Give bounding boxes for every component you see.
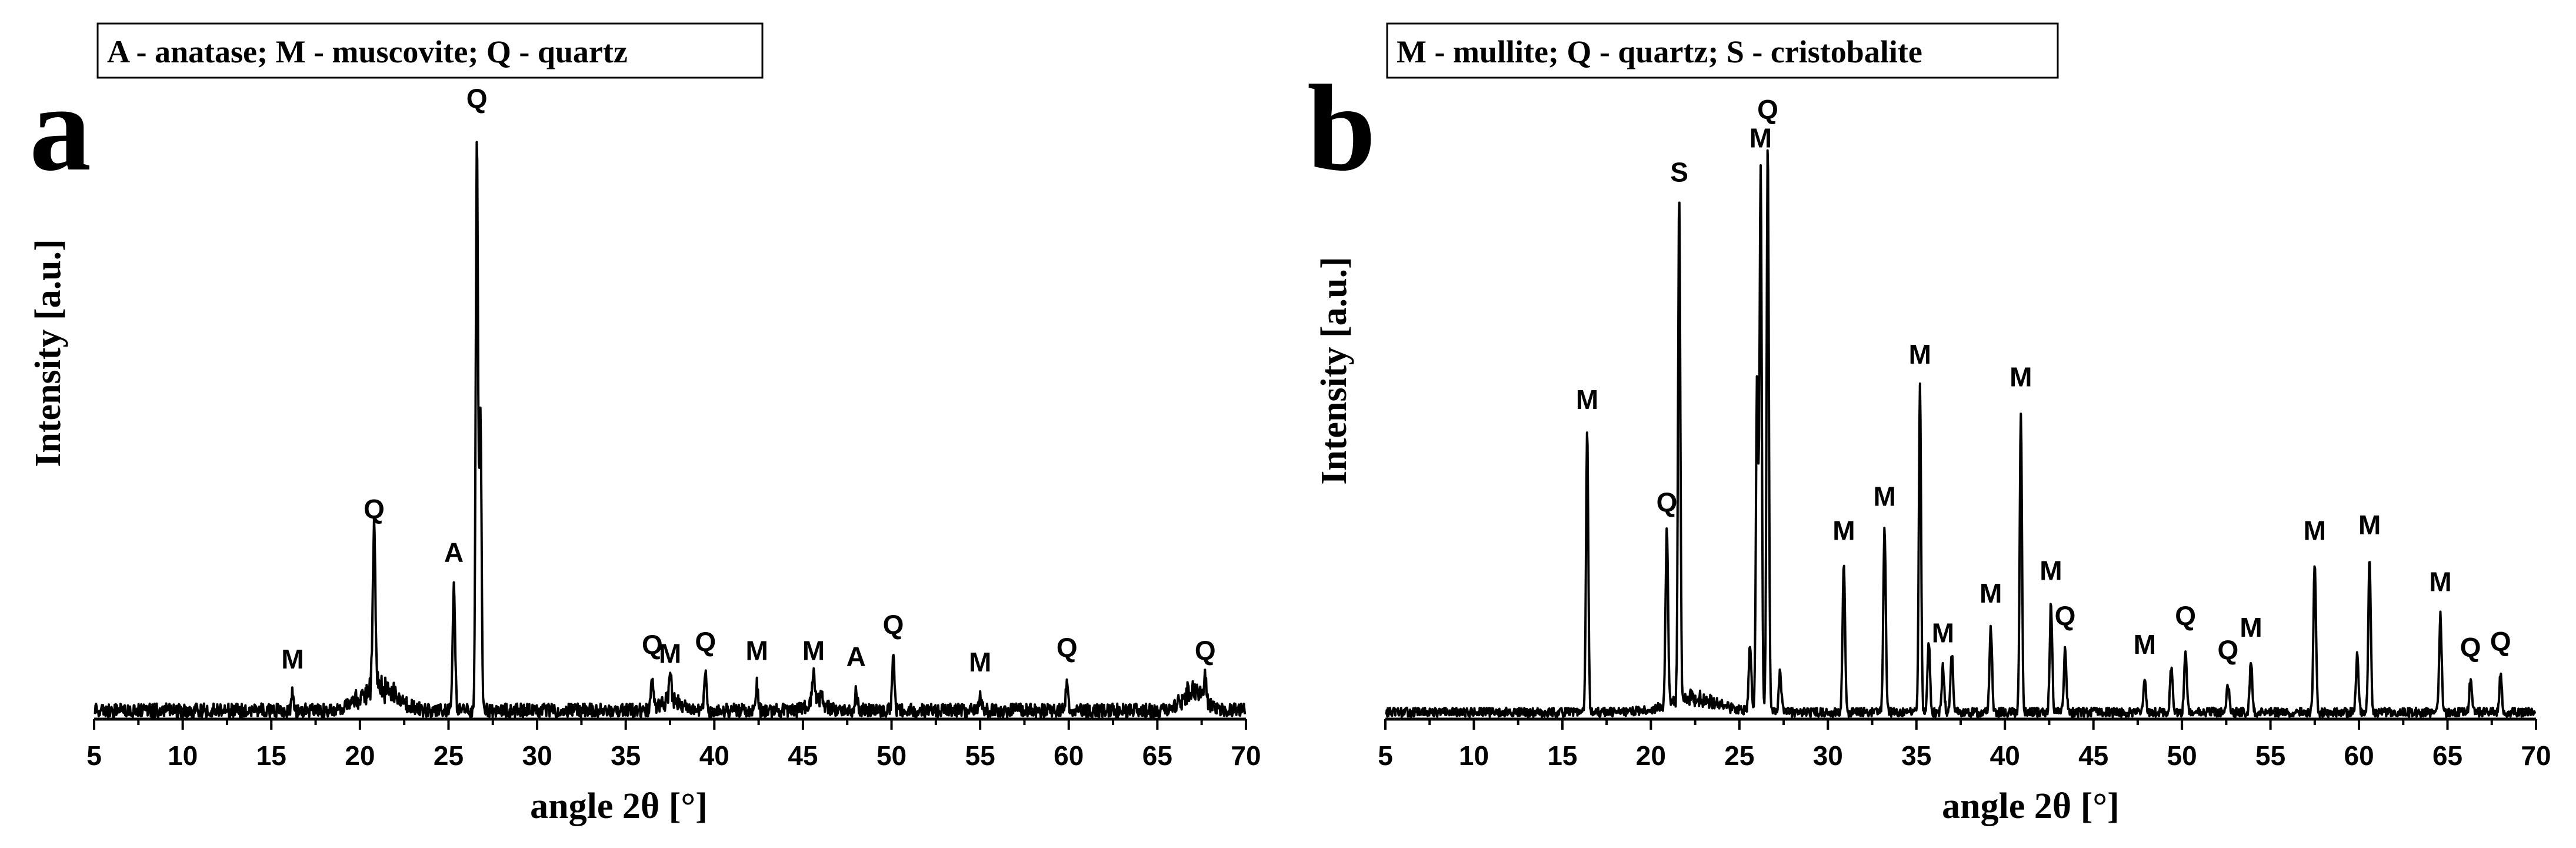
y-axis-title-a: Intensity [a.u.] (28, 239, 68, 467)
peak-label-b: S (1670, 157, 1688, 187)
x-tick-label-b: 25 (1724, 740, 1754, 771)
x-tick-label-a: 55 (965, 740, 995, 771)
peak-label-b: M (1576, 384, 1598, 415)
x-tick-label-b: 40 (1990, 740, 2020, 771)
peak-label-b: Q (1657, 487, 1678, 517)
peak-label-a: M (802, 635, 825, 666)
x-tick-label-b: 5 (1378, 740, 1393, 771)
peak-label-a: Q (1057, 633, 1078, 663)
peak-label-b: M (1932, 618, 1954, 649)
x-tick-label-a: 35 (611, 740, 641, 771)
x-tick-label-b: 30 (1813, 740, 1843, 771)
peak-label-b: M (1832, 516, 1855, 546)
x-tick-label-a: 15 (256, 740, 286, 771)
x-tick-label-a: 40 (699, 740, 729, 771)
peak-label-b: M (1873, 481, 1895, 512)
peak-label-a: M (281, 644, 304, 674)
diffraction-trace-b (1385, 149, 2537, 719)
panel-letter-a: a (29, 60, 91, 197)
panel-b: M - mullite; Q - quartz; S - cristobalit… (1307, 22, 2551, 826)
panel-a: A - anatase; M - muscovite; Q - quartz a… (28, 22, 1261, 826)
x-tick-label-b: 15 (1547, 740, 1577, 771)
peak-label-b: Q (2460, 632, 2481, 663)
peak-label-b: Q (2175, 601, 2196, 631)
x-tick-label-a: 70 (1231, 740, 1261, 771)
x-tick-label-a: 25 (434, 740, 464, 771)
x-tick-label-b: 60 (2344, 740, 2374, 771)
x-tick-label-a: 5 (86, 740, 102, 771)
x-tick-label-a: 30 (522, 740, 552, 771)
x-tick-label-a: 10 (168, 740, 198, 771)
x-tick-label-a: 20 (345, 740, 375, 771)
peak-label-a: Q (695, 627, 716, 657)
y-axis-title-b: Intensity [a.u.] (1314, 257, 1354, 485)
x-tick-label-a: 50 (877, 740, 907, 771)
peak-label-b: M (1980, 578, 2002, 608)
x-axis-title-b: angle 2θ [°] (1942, 786, 2120, 826)
x-tick-label-a: 65 (1142, 740, 1172, 771)
peak-label-b: M (2304, 516, 2326, 546)
peak-label-b: Q (2218, 635, 2239, 666)
peak-label-b: M (2040, 555, 2062, 586)
x-axis-title-a: angle 2θ [°] (530, 786, 708, 826)
peak-label-a: M (745, 635, 768, 666)
x-tick-label-a: 60 (1054, 740, 1084, 771)
peak-label-a: Q (1195, 635, 1216, 666)
peak-label-b: M (1749, 122, 1772, 153)
x-tick-label-a: 45 (788, 740, 818, 771)
legend-a-text: A - anatase; M - muscovite; Q - quartz (107, 34, 628, 69)
x-tick-label-b: 10 (1459, 740, 1489, 771)
panel-letter-b: b (1307, 60, 1376, 197)
diffraction-trace-a (94, 141, 1247, 719)
x-tick-label-b: 35 (1901, 740, 1931, 771)
peak-label-a: Q (364, 494, 385, 524)
peak-label-b: M (2429, 567, 2451, 597)
peak-label-b: M (2134, 629, 2156, 660)
peak-label-a: M (969, 647, 991, 677)
x-tick-label-b: 70 (2521, 740, 2551, 771)
x-tick-label-b: 65 (2432, 740, 2462, 771)
peak-label-b: M (1909, 339, 1931, 370)
peak-label-a: M (659, 638, 681, 669)
peak-label-a: Q (466, 84, 488, 114)
peak-label-b: M (2240, 612, 2262, 643)
peak-label-b: M (2010, 362, 2032, 393)
x-tick-label-b: 45 (2078, 740, 2108, 771)
legend-a: A - anatase; M - muscovite; Q - quartz (96, 22, 764, 79)
peak-label-b: Q (2055, 601, 2076, 631)
peak-label-b: Q (1757, 94, 1778, 125)
x-tick-label-b: 20 (1636, 740, 1666, 771)
peak-label-a: Q (642, 630, 663, 660)
peak-label-a: Q (883, 609, 904, 640)
plot-area-b: 5 10 15 20 25 30 35 40 45 50 55 60 65 70MQSMQMMMMMMMQ… (1378, 94, 2551, 771)
peak-label-a: A (444, 537, 464, 568)
x-tick-label-b: 50 (2167, 740, 2197, 771)
peak-label-b: Q (2490, 626, 2511, 657)
peak-label-b: M (2358, 510, 2381, 540)
x-tick-label-b: 55 (2255, 740, 2285, 771)
peak-label-a: A (847, 641, 866, 671)
legend-b: M - mullite; Q - quartz; S - cristobalit… (1386, 22, 2059, 79)
legend-b-text: M - mullite; Q - quartz; S - cristobalit… (1397, 34, 1922, 69)
